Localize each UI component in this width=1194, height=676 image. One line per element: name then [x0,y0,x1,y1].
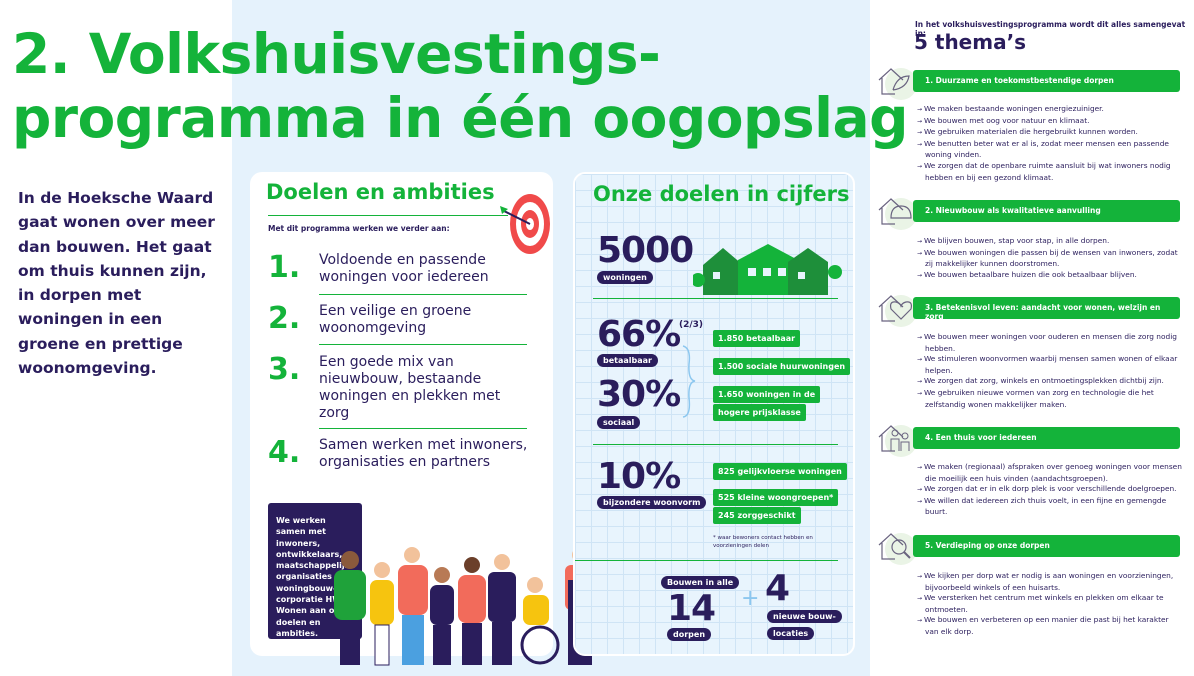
intro-text: In de Hoeksche Waard gaat wonen over mee… [18,189,215,378]
house-helmet-icon [878,198,915,230]
figures-title: Onze doelen in cijfers [593,182,850,206]
divider [319,428,527,429]
social-label: sociaal [597,416,641,429]
villages-label: dorpen [667,628,712,641]
divider [319,294,527,295]
house-magnifier-icon [878,533,915,565]
split-care: 245 zorggeschikt [713,507,801,524]
divider [268,215,508,216]
bullet: We gebruiken materialen die hergebruikt … [917,127,1182,139]
bullet: We stimuleren woonvormen waarbij mensen … [917,354,1182,376]
locations-value: 4 [765,568,790,609]
house-leaf-icon [878,68,915,100]
divider [593,444,838,445]
goal-text: Voldoende en passende woningen voor iede… [319,252,489,285]
affordable-label: betaalbaar [597,354,658,367]
goals-subtitle: Met dit programma werken we verder aan: [268,224,450,233]
themes-intro: In het volkshuisvestingsprogramma wordt … [915,20,1186,38]
theme-title: 4. Een thuis voor iedereen [913,427,1180,449]
bullet: We maken (regionaal) afspraken over geno… [917,462,1182,484]
goal-text: Een veilige en groene woonomgeving [319,303,472,336]
villages-value: 14 [667,588,716,629]
house-family-icon [878,425,915,457]
house-heart-icon [878,295,915,327]
divider [319,344,527,345]
goal-number: 3. [268,352,301,387]
total-value: 5000 [597,230,694,271]
goal-number: 2. [268,301,301,336]
brace-icon [682,345,696,418]
split-affordable: 1.850 betaalbaar [713,330,801,347]
split-higher-2: hogere prijsklasse [713,404,806,421]
title-line-2: programma in één oogopslag [12,86,909,150]
bullet: We bouwen betaalbare huizen die ook beta… [917,270,1182,282]
bullet: We maken bestaande woningen energiezuini… [917,104,1182,116]
bullet: We versterken het centrum met winkels en… [917,593,1182,615]
special-label: bijzondere woonvorm [597,496,707,509]
divider [575,560,838,561]
villages-pre: Bouwen in alle [661,576,740,589]
goal-number: 1. [268,250,301,285]
footnote: * waar bewoners contact hebben en voorzi… [713,535,813,549]
bullet: We benutten beter wat er al is, zodat me… [917,139,1182,161]
bullet: We zorgen dat er in elk dorp plek is voo… [917,484,1182,496]
divider [593,298,838,299]
split-small-groups: 525 kleine woongroepen* [713,489,839,506]
theme-bullets: We kijken per dorp wat er nodig is aan w… [917,571,1182,638]
bullet: We bouwen meer woningen voor ouderen en … [917,332,1182,354]
goals-card: Doelen en ambities Met dit programma wer… [250,172,553,656]
theme-title: 3. Betekenisvol leven: aandacht voor won… [913,297,1180,321]
bullet: We blijven bouwen, stap voor stap, in al… [917,236,1182,248]
goal-text: Samen werken met inwoners, organisaties … [319,437,528,470]
affordable-note: (2/3) [679,320,704,330]
figures-card: Onze doelen in cijfers 5000 woningen 66%… [573,172,855,656]
locations-label-1: nieuwe bouw- [767,610,842,623]
bullet: We bouwen woningen die passen bij de wen… [917,248,1182,270]
bullet: We bouwen en verbeteren op een manier di… [917,615,1182,637]
bullet: We zorgen dat zorg, winkels en ontmoetin… [917,376,1182,388]
bullet: We gebruiken nieuwe vormen van zorg en t… [917,388,1182,410]
total-label: woningen [597,271,653,284]
goal-number: 4. [268,435,301,470]
split-single-floor: 825 gelijkvloerse woningen [713,463,847,480]
theme-title: 5. Verdieping op onze dorpen [913,535,1180,557]
goal-text: Een goede mix van nieuwbouw, bestaande w… [319,354,501,421]
plus-sign: + [741,586,760,611]
theme-bullets: We blijven bouwen, stap voor stap, in al… [917,236,1182,281]
theme-title: 1. Duurzame en toekomstbestendige dorpen [913,70,1180,92]
social-value: 30% [597,374,681,415]
bullet: We kijken per dorp wat er nodig is aan w… [917,571,1182,593]
theme-title: 2. Nieuwbouw als kwalitatieve aanvulling [913,200,1180,222]
split-higher-1: 1.650 woningen in de [713,386,821,403]
page-title: 2. Volkshuisvestings- programma in één o… [12,22,909,150]
themes-title: 5 thema’s [914,30,1027,54]
theme-bullets: We maken (regionaal) afspraken over geno… [917,462,1182,518]
bullet: We willen dat iedereen zich thuis voelt,… [917,496,1182,518]
split-social-rent: 1.500 sociale huurwoningen [713,358,851,375]
title-line-1: 2. Volkshuisvestings- [12,22,661,86]
theme-bullets: We maken bestaande woningen energiezuini… [917,104,1182,183]
locations-label-2: locaties [767,627,815,640]
bullet: We bouwen met oog voor natuur en klimaat… [917,116,1182,128]
target-icon [500,194,550,254]
theme-bullets: We bouwen meer woningen voor ouderen en … [917,332,1182,410]
affordable-value: 66% [597,314,681,355]
goals-title: Doelen en ambities [266,180,495,204]
houses-icon [693,244,842,295]
bullet: We zorgen dat de openbare ruimte aanslui… [917,161,1182,183]
special-value: 10% [597,456,681,497]
